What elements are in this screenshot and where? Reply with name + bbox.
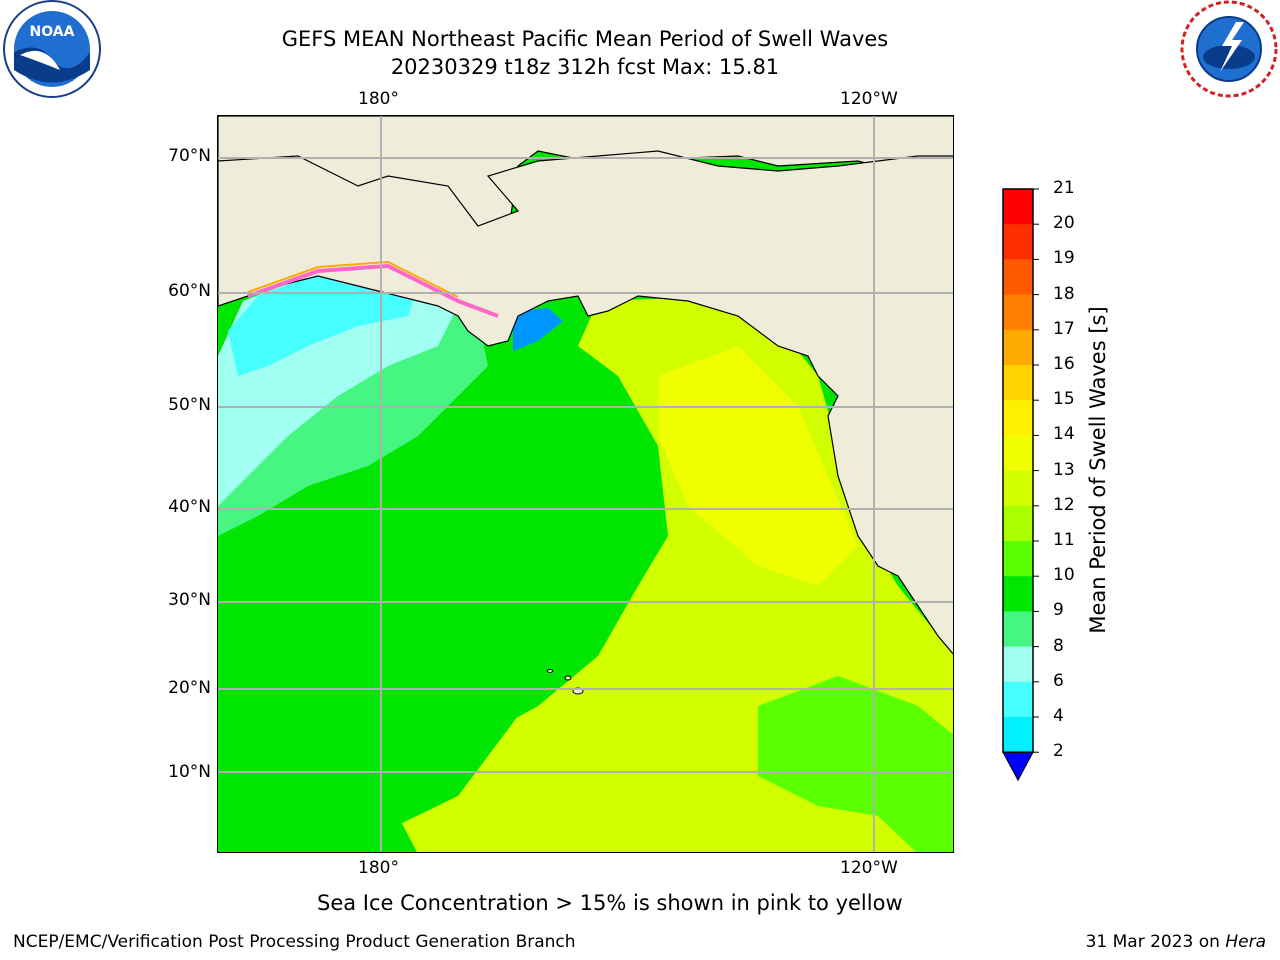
lat-tick-10n: 10°N <box>168 762 211 782</box>
colorbar-tick-label: 21 <box>1053 178 1075 198</box>
colorbar-segment <box>1003 329 1033 366</box>
colorbar <box>1002 188 1039 782</box>
colorbar-tick-label: 14 <box>1053 424 1075 445</box>
colorbar-tick-label: 19 <box>1053 248 1075 269</box>
lat-tick-30n: 30°N <box>168 590 211 610</box>
footer-credit: NCEP/EMC/Verification Post Processing Pr… <box>13 932 576 952</box>
nws-logo <box>1180 0 1278 98</box>
colorbar-segment <box>1003 259 1033 296</box>
lat-tick-50n: 50°N <box>168 395 211 415</box>
colorbar-tick-label: 13 <box>1053 459 1075 480</box>
footer-date-text: 31 Mar 2023 on <box>1085 932 1226 952</box>
colorbar-tick-label: 11 <box>1053 530 1075 550</box>
colorbar-tick-label: 17 <box>1053 318 1075 339</box>
lat-tick-70n: 70°N <box>168 146 211 166</box>
colorbar-tick-label: 18 <box>1053 283 1075 304</box>
colorbar-tick-label: 9 <box>1053 600 1064 621</box>
colorbar-segment <box>1003 294 1033 331</box>
lon-tick-top-180: 180° <box>358 89 399 109</box>
colorbar-segment <box>1003 611 1033 648</box>
lat-tick-60n: 60°N <box>168 281 211 301</box>
colorbar-segment <box>1003 400 1033 436</box>
land-north-america <box>218 150 953 655</box>
lon-tick-bottom-120w: 120°W <box>840 858 898 878</box>
colorbar-tick-label: 10 <box>1053 565 1075 586</box>
colorbar-segment <box>1003 681 1033 718</box>
colorbar-tick-label: 8 <box>1053 635 1064 656</box>
colorbar-segment <box>1003 505 1033 542</box>
colorbar-segment <box>1003 576 1033 612</box>
colorbar-extend-arrow <box>1002 751 1034 782</box>
lat-tick-20n: 20°N <box>168 678 211 698</box>
colorbar-segment <box>1003 224 1033 260</box>
colorbar-segment <box>1003 717 1033 753</box>
sea-ice-edge <box>247 263 499 318</box>
hawaii-island <box>564 675 572 681</box>
graticule <box>218 116 953 852</box>
green-zone-se <box>758 676 953 852</box>
colorbar-segment <box>1003 646 1033 683</box>
chart-subtitle: 20230329 t18z 312h fcst Max: 15.81 <box>390 55 780 79</box>
colorbar-title: Mean Period of Swell Waves [s] <box>1086 306 1110 634</box>
colorbar-tick-label: 4 <box>1053 706 1064 726</box>
sea-ice-caption: Sea Ice Concentration > 15% is shown in … <box>317 891 903 915</box>
footer-machine: Hera <box>1225 932 1266 952</box>
hawaii-island <box>547 669 553 673</box>
footer-date: 31 Mar 2023 on Hera <box>1086 932 1266 952</box>
lon-tick-bottom-180: 180° <box>358 858 399 878</box>
lat-tick-40n: 40°N <box>168 497 211 517</box>
lon-tick-top-120w: 120°W <box>840 89 898 109</box>
colorbar-segment <box>1003 435 1033 472</box>
colorbar-segment <box>1003 541 1033 577</box>
noaa-logo: NOAA <box>3 0 101 98</box>
chart-title: GEFS MEAN Northeast Pacific Mean Period … <box>281 27 889 51</box>
colorbar-tick-label: 2 <box>1053 741 1064 762</box>
colorbar-tick-label: 20 <box>1053 213 1075 234</box>
colorbar-tick-label: 16 <box>1053 354 1075 374</box>
colorbar-segment <box>1003 189 1033 225</box>
colorbar-tick-label: 6 <box>1053 670 1064 691</box>
colorbar-tick-label: 15 <box>1053 389 1075 410</box>
green-zone-sw <box>218 586 518 852</box>
svg-text:NOAA: NOAA <box>30 24 75 40</box>
sea-ice-edge-yellow <box>247 260 459 298</box>
colorbar-tick-label: 12 <box>1053 494 1075 515</box>
colorbar-segment <box>1003 365 1033 401</box>
blue-zone <box>513 308 563 351</box>
map-panel <box>217 115 954 853</box>
swell-period-map <box>218 116 953 852</box>
colorbar-segment <box>1003 470 1033 507</box>
